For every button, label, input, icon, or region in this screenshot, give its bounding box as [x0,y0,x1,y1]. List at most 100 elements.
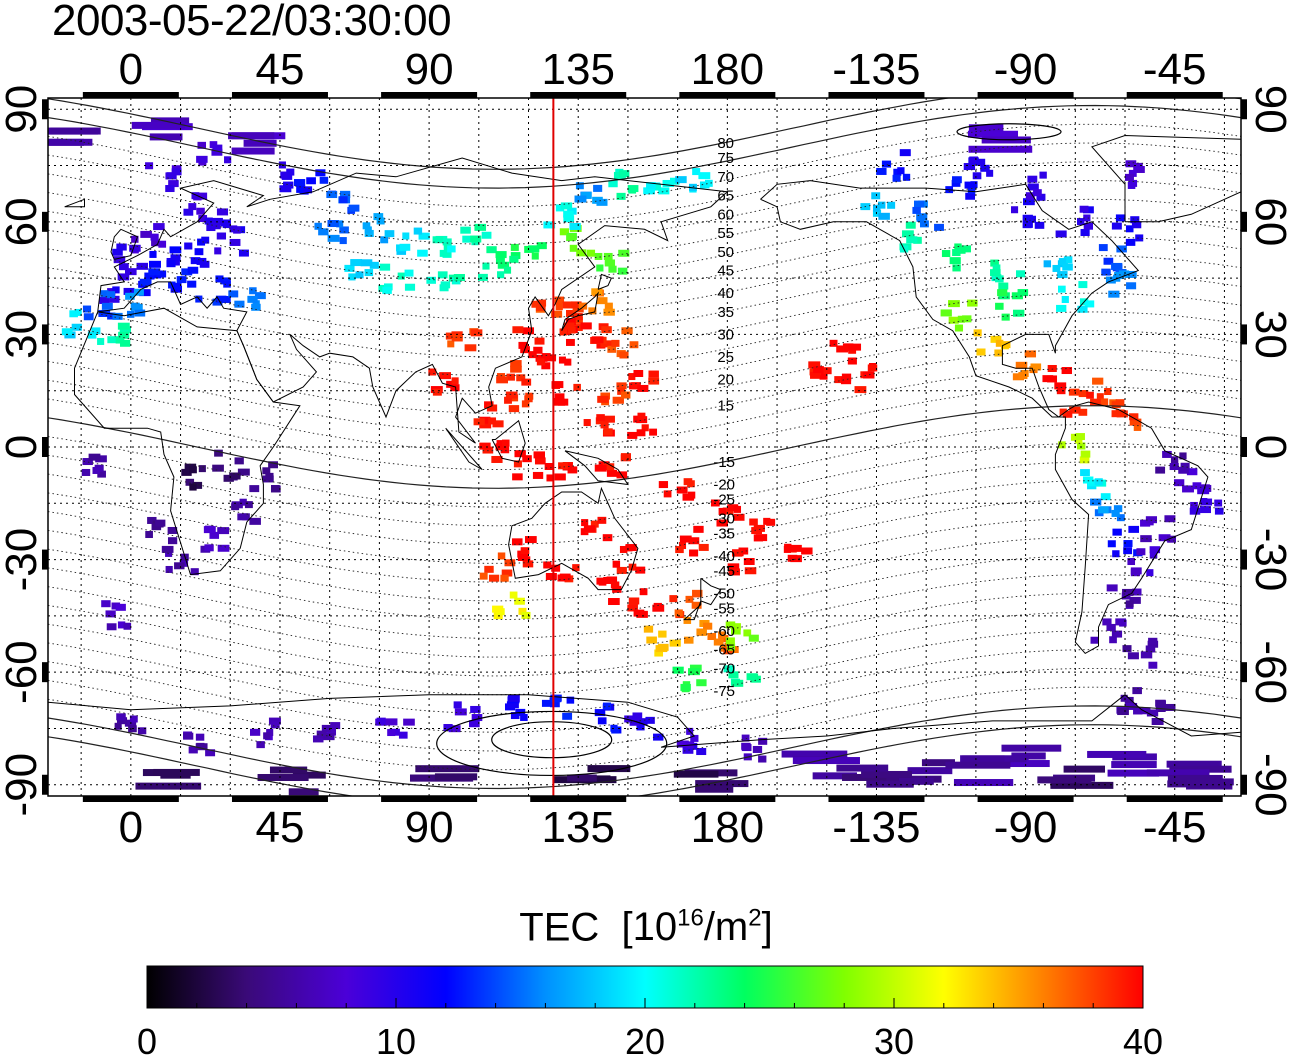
tec-pixel [339,226,349,234]
tec-cell [675,168,713,193]
tec-pixel [598,578,607,586]
tec-pixel [967,130,1019,138]
tec-pixel [181,468,192,476]
tec-pixel [718,631,727,639]
tec-cell [643,625,681,657]
y-tick-label-left: -90 [0,753,46,817]
tec-pixel [919,220,929,228]
tec-pixel [619,545,628,553]
tec-pixel [546,474,554,482]
tec-pixel [905,221,916,229]
tec-pixel [205,749,216,757]
tec-pixel [482,446,494,454]
tec-pixel [976,348,986,356]
tec-pixel [902,230,914,238]
tec-pixel [752,745,763,753]
tec-pixel [704,179,713,187]
tec-pixel [510,712,520,720]
tec-pixel [217,527,230,535]
tec-pixel [645,716,655,724]
colorbar-ticks: 0 10 20 30 40 [137,998,1163,1057]
tec-pixel [520,547,530,555]
x-tick-label-top: 0 [119,45,143,94]
tec-pixel [646,636,657,644]
tec-pixel [695,785,734,793]
tec-pixel [453,274,465,282]
tec-pixel [505,391,518,399]
tec-pixel [810,371,821,379]
x-tick-label-top: 90 [405,45,454,94]
tec-pixel [497,261,510,269]
tec-pixel [1118,270,1130,278]
tec-pixel [682,746,694,754]
tec-pixel [109,295,120,303]
tec-pixel [167,537,178,545]
tec-pixel [201,236,210,244]
tec-pixel [231,503,240,511]
axis-tick-labels: 0045459090135135180180-135-135-90-90-45-… [0,45,1292,852]
contour-label: -30 [713,510,735,527]
tec-cell [314,220,349,245]
y-tick-label-left: -30 [0,528,46,592]
tec-cell [627,412,658,439]
tec-cell [1127,546,1161,577]
tec-pixel [115,336,125,344]
tec-pixel [580,322,592,330]
tec-pixel [512,473,523,481]
tec-pixel [878,201,886,209]
tec-pixel [321,724,331,732]
tec-pixel [229,238,241,246]
tec-pixel [535,354,548,362]
magnetic-contour [48,292,1241,377]
tec-pixel [669,595,678,603]
tec-cell [473,401,504,429]
tec-pixel [952,264,961,272]
coastline [64,198,85,208]
tec-pixel [316,730,327,738]
tec-cell [543,202,581,230]
tec-pixel [863,371,875,379]
tec-cell [1090,498,1125,522]
tec-pixel [1131,221,1142,229]
magnetic-contour [48,592,1241,677]
tec-cell [882,759,955,785]
tec-pixel [808,361,821,369]
tec-cell [1122,637,1159,669]
colorbar: 0 10 20 30 40 [137,965,1163,1057]
tec-cell [145,162,182,193]
tec-pixel [1145,516,1158,524]
tec-pixel [1026,192,1035,200]
x-tick-label-bottom: -135 [832,803,920,852]
magnetic-contour [48,367,1241,452]
tec-pixel [251,303,261,311]
tec-pixel [189,466,197,474]
tec-cell [428,368,460,396]
tec-pixel [1056,304,1067,312]
tec-pixel [1070,433,1079,441]
tec-pixel [1120,694,1128,702]
tec-pixel [758,737,768,745]
tec-pixel [244,501,253,509]
tec-pixel [434,773,478,781]
coastline [97,157,729,444]
x-tick-label-bottom: 0 [119,803,143,852]
tec-pixel [99,296,110,304]
tec-cell [945,176,978,200]
tec-cell [860,192,896,220]
tec-pixel [1155,699,1166,707]
tec-pixel [581,519,589,527]
tec-pixel [1063,765,1106,773]
tec-pixel [1136,548,1146,556]
tec-pixel [732,623,741,631]
contour-label: -45 [713,563,735,580]
tec-pixel [743,557,755,565]
tec-pixel [534,337,545,345]
tec-pixel [1132,687,1142,695]
tec-pixel [876,167,887,175]
tec-pixel [327,220,339,228]
tec-pixel [506,373,515,381]
tec-pixel [632,712,643,720]
x-tick-label-bottom: 45 [255,803,304,852]
tec-pixel [344,264,355,272]
magnetic-contour [48,236,1241,320]
